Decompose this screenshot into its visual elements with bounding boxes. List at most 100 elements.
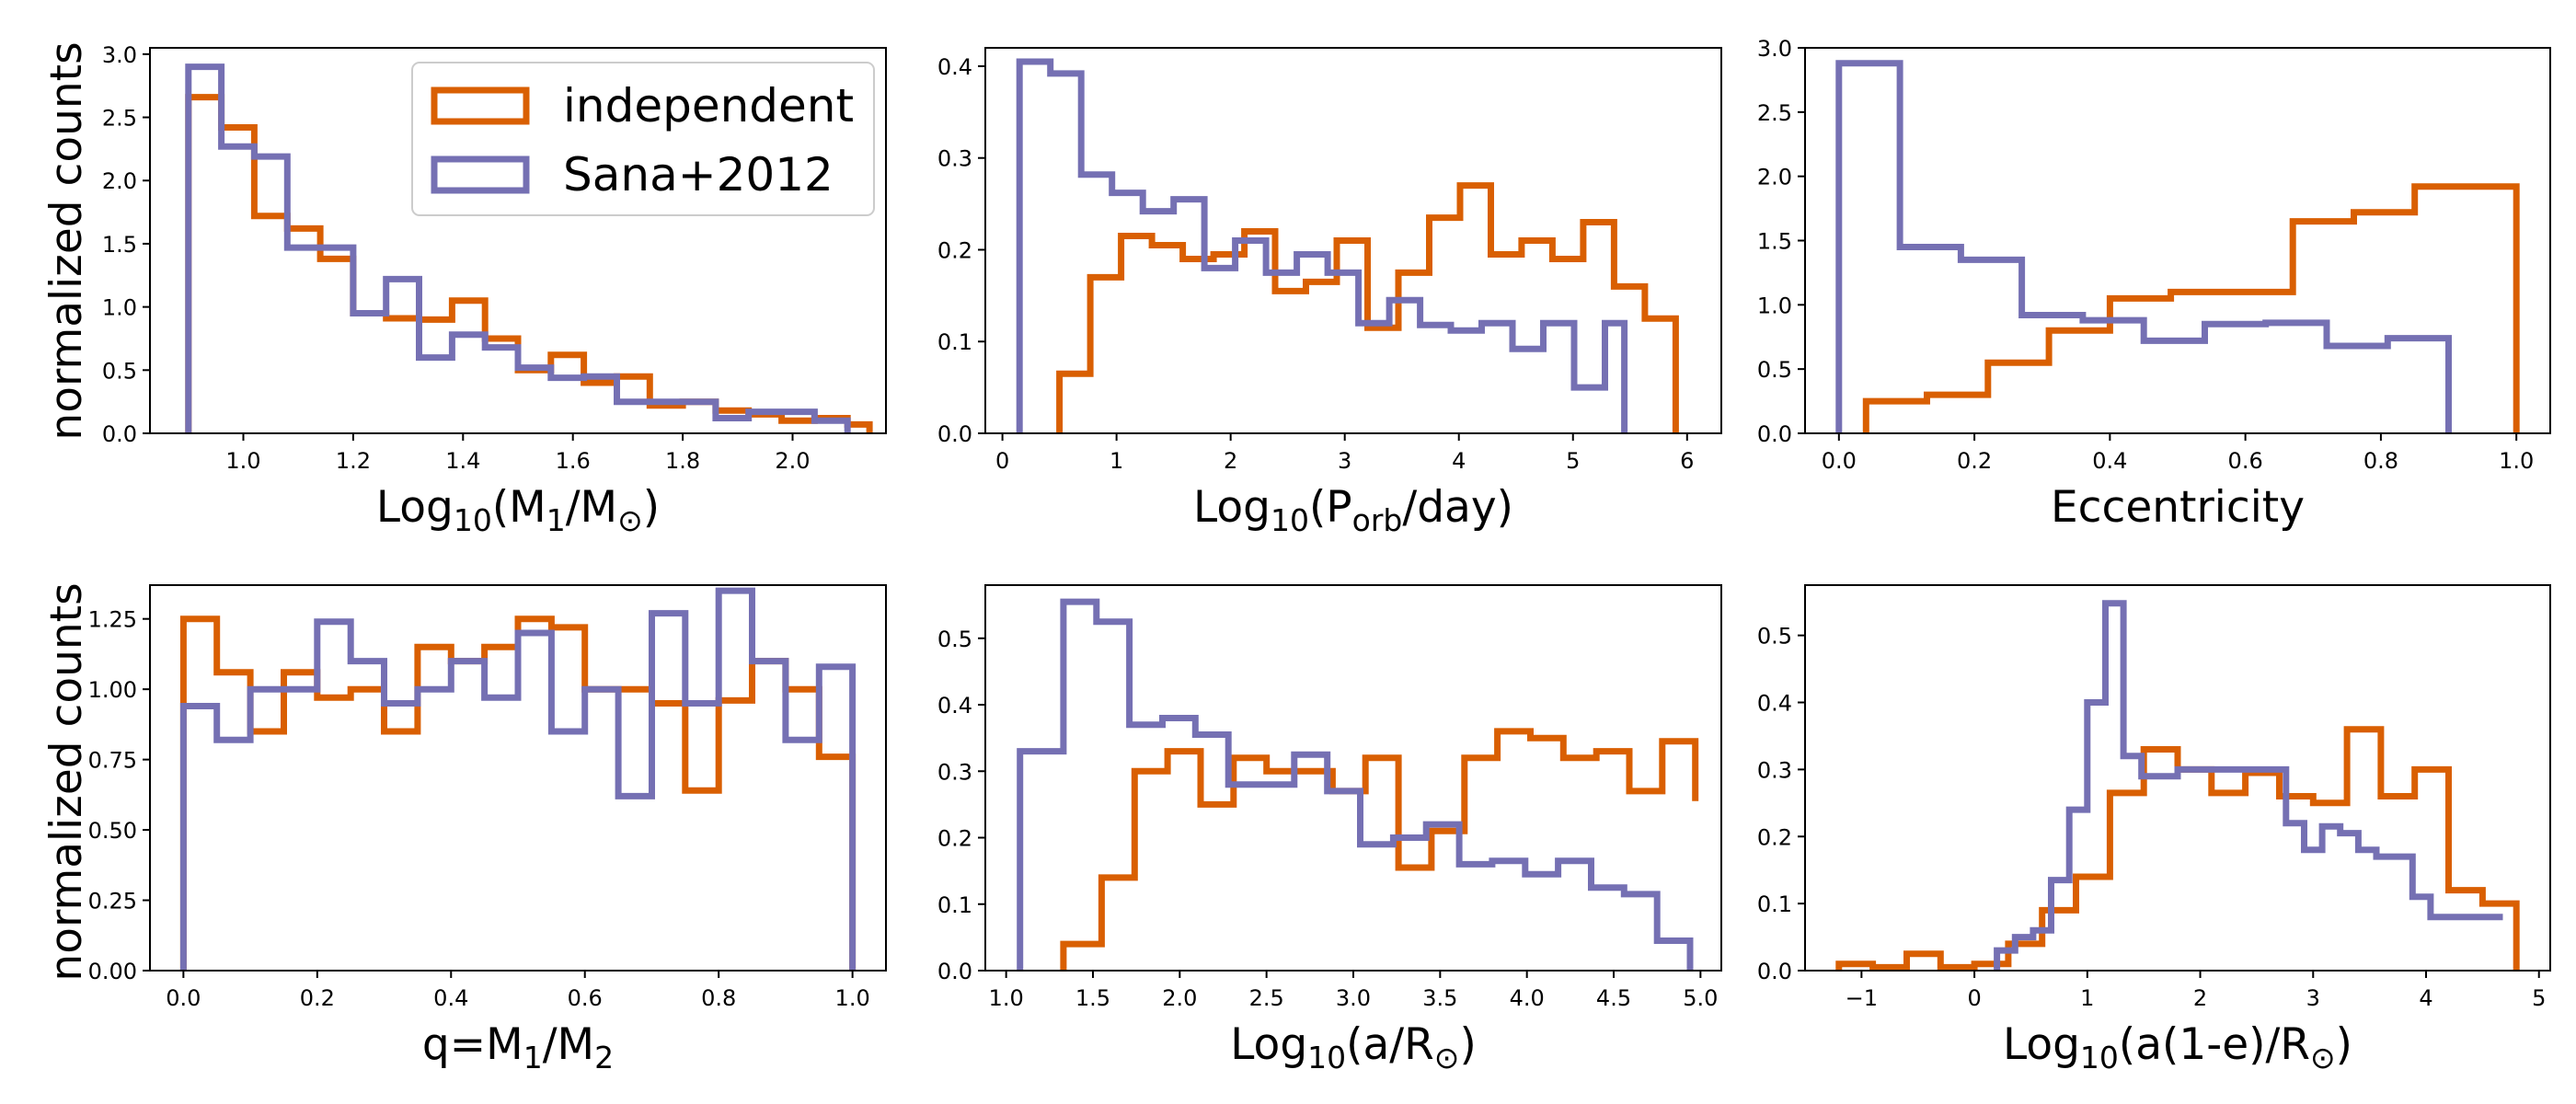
x-tick-label: 0.2	[1957, 448, 1992, 474]
y-tick-label: 2.0	[1757, 165, 1792, 190]
axes-frame	[149, 47, 887, 434]
x-tick-label: 0.6	[2228, 448, 2263, 474]
y-tick-label: 0.2	[937, 237, 972, 263]
y-tick-label: 0.5	[937, 627, 972, 652]
x-tick-label: 1.0	[835, 985, 870, 1011]
y-tick-label: 0.0	[937, 421, 972, 447]
x-tick-label: 4.5	[1596, 985, 1631, 1011]
subplot-2: 0 1 2 3 4 5 6 0.0 0.1 0.2 0.3 0.4 Log10(Porb/day)	[937, 47, 1722, 538]
y-tick-label: 0.1	[937, 892, 972, 918]
panels: 1.0 1.2 1.4 1.6 1.8 2.0 0.0 0.5 1.0 1.5 2.0 2.5 3.0 L…	[88, 36, 2551, 1075]
x-tick-label: 1.0	[989, 985, 1024, 1011]
y-tick-label: 3.0	[1757, 36, 1792, 62]
x-tick-label: 4.0	[1510, 985, 1545, 1011]
legend-label: Sana+2012	[563, 148, 834, 201]
y-tick-label: 0.4	[937, 54, 972, 80]
x-tick-label: 1.0	[225, 448, 260, 474]
x-tick-label: 2.0	[775, 448, 810, 474]
y-tick-label: 0.75	[88, 748, 137, 774]
x-tick-label: 5	[1566, 448, 1580, 474]
y-tick-label: 1.5	[102, 232, 137, 258]
y-tick-label: 0.5	[102, 358, 137, 384]
y-tick-label: 0.1	[937, 329, 972, 355]
x-tick-label: 6	[1680, 448, 1694, 474]
legend: independent Sana+2012	[411, 62, 875, 216]
x-axis-label: q=M1/M2	[422, 1019, 614, 1075]
y-tick-label: 0.0	[937, 959, 972, 984]
x-tick-label: 2	[2193, 985, 2207, 1011]
y-tick-label: 2.0	[102, 168, 137, 194]
y-tick-label: 3.0	[102, 42, 137, 68]
legend-swatch	[431, 155, 530, 194]
x-tick-label: 0.0	[166, 985, 201, 1011]
x-tick-label: 4	[1452, 448, 1466, 474]
y-tick-label: 1.0	[102, 295, 137, 321]
x-axis-label: Log10(a(1-e)/R⊙)	[2003, 1019, 2352, 1075]
x-tick-label: −1	[1846, 985, 1878, 1011]
x-tick-label: 2.5	[1249, 985, 1284, 1011]
x-tick-label: 3.5	[1422, 985, 1457, 1011]
subplot-4: 0.0 0.2 0.4 0.6 0.8 1.0 0.00 0.25 0.50 0.75 1.00 1.…	[88, 584, 887, 1075]
x-tick-label: 1.5	[1075, 985, 1110, 1011]
series-independent-step-line	[1060, 728, 1699, 971]
series-sana2012-step-line	[185, 63, 851, 433]
series-sana2012-step-line	[1835, 60, 2452, 433]
ylabel-top: normalized counts	[41, 41, 92, 440]
series-sana2012-step-line	[179, 587, 857, 971]
subplot-6: −1 0 1 2 3 4 5 0.0 0.1 0.2 0.3 0.4 0.5 Log10(a(1-e)/R…	[1757, 584, 2551, 1075]
x-tick-label: 0	[995, 448, 1009, 474]
x-tick-label: 1	[1110, 448, 1123, 474]
y-tick-label: 1.00	[88, 677, 137, 703]
legend-label: independent	[563, 79, 854, 132]
x-tick-label: 3	[1338, 448, 1351, 474]
y-tick-label: 2.5	[1757, 100, 1792, 126]
x-tick-label: 2.0	[1162, 985, 1197, 1011]
y-tick-label: 0.2	[1757, 824, 1792, 850]
subplot-3: 0.0 0.2 0.4 0.6 0.8 1.0 0.0 0.5 1.0 1.5 2.0 2.5 3.0 E…	[1757, 36, 2551, 533]
y-tick-label: 0.4	[1757, 691, 1792, 717]
x-tick-label: 0.4	[2092, 448, 2127, 474]
x-tick-label: 3.0	[1336, 985, 1371, 1011]
y-tick-label: 0.3	[1757, 757, 1792, 783]
axes-frame	[1804, 584, 2551, 972]
x-tick-label: 2	[1224, 448, 1237, 474]
series-independent-step-line	[1056, 182, 1679, 433]
subplot-5: 1.0 1.5 2.0 2.5 3.0 3.5 4.0 4.5 5.0 0.0 0.1 0.2 0.3 0…	[937, 584, 1722, 1075]
x-tick-label: 0	[1967, 985, 1981, 1011]
x-tick-label: 5.0	[1683, 985, 1718, 1011]
y-tick-label: 0.1	[1757, 891, 1792, 917]
x-tick-label: 1.4	[445, 448, 480, 474]
y-tick-label: 0.3	[937, 759, 972, 785]
x-tick-label: 5	[2532, 985, 2546, 1011]
y-tick-label: 0.0	[102, 421, 137, 447]
y-tick-label: 0.5	[1757, 357, 1792, 383]
y-tick-label: 0.4	[937, 693, 972, 719]
y-tick-label: 1.0	[1757, 293, 1792, 318]
y-tick-label: 0.2	[937, 826, 972, 852]
ylabel-bottom: normalized counts	[41, 582, 92, 981]
x-tick-label: 0.6	[568, 985, 603, 1011]
axes-frame	[984, 47, 1722, 434]
y-tick-label: 0.00	[88, 959, 137, 984]
x-tick-label: 4	[2419, 985, 2432, 1011]
series-sana2012-step-line	[1017, 598, 1694, 971]
y-tick-label: 2.5	[102, 106, 137, 132]
y-tick-label: 0.0	[1757, 959, 1792, 984]
axes-frame	[984, 584, 1722, 972]
y-tick-label: 0.25	[88, 889, 137, 914]
x-axis-label: Log10(Porb/day)	[1193, 482, 1513, 538]
x-tick-label: 1	[2080, 985, 2094, 1011]
x-tick-label: 1.2	[336, 448, 371, 474]
legend-swatch	[431, 86, 530, 125]
x-axis-label: Eccentricity	[2051, 482, 2305, 533]
axes-frame	[149, 584, 887, 972]
x-axis-label: Log10(M1/M⊙)	[376, 482, 660, 538]
x-tick-label: 3	[2306, 985, 2320, 1011]
series-independent-step-line	[1835, 726, 2520, 971]
series-independent-step-line	[1862, 183, 2520, 433]
x-tick-label: 0.8	[2363, 448, 2398, 474]
series-sana2012-step-line	[1016, 58, 1628, 433]
x-tick-label: 0.0	[1822, 448, 1857, 474]
y-tick-label: 1.25	[88, 607, 137, 633]
